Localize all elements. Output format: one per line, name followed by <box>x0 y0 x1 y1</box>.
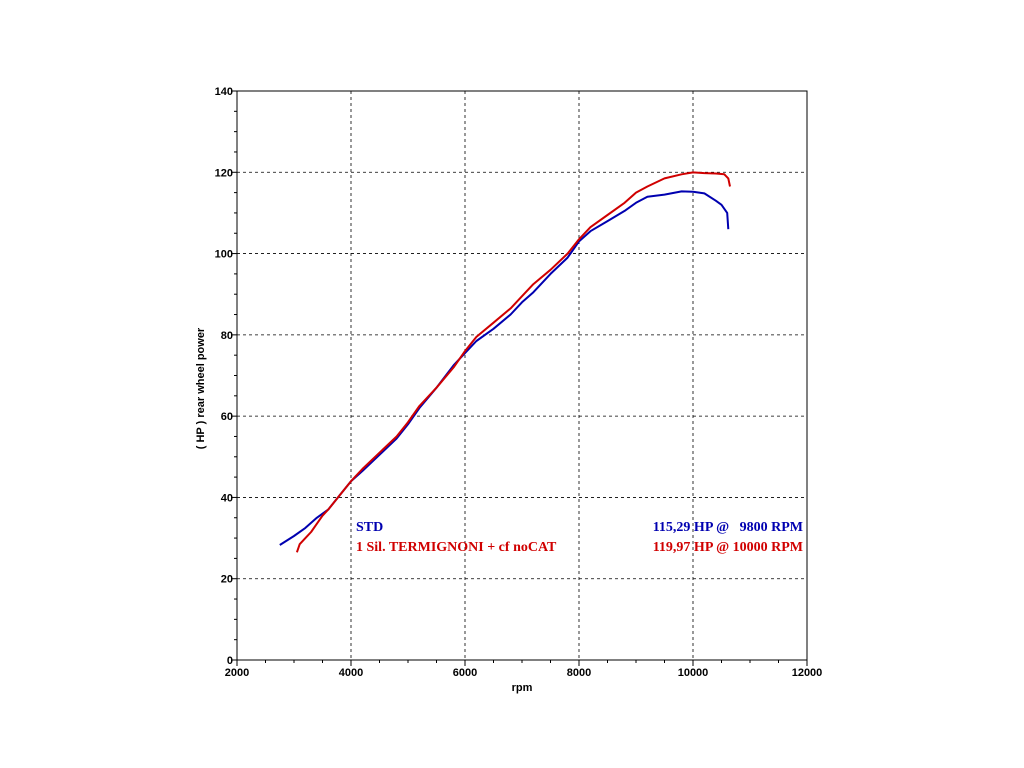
tick-labels: 2000 4000 6000 8000 10000 12000 0 20 40 60 80 100 12… <box>215 86 823 679</box>
legend-peak-termignoni: 119,97 HP @ 10000 RPM <box>653 540 803 555</box>
x-tick-label: 4000 <box>339 667 363 679</box>
x-tick-label: 6000 <box>453 667 477 679</box>
legend-peak-std: 115,29 HP @ 9800 RPM <box>653 520 803 535</box>
legend-name-std: STD <box>356 520 383 535</box>
y-tick-label: 120 <box>215 167 233 179</box>
y-tick-label: 60 <box>221 411 233 423</box>
x-axis-label: rpm <box>512 682 533 694</box>
axis-ticks <box>231 90 808 666</box>
data-series <box>279 171 731 553</box>
grid-lines <box>237 91 807 660</box>
x-tick-label: 8000 <box>567 667 591 679</box>
legend: STD 115,29 HP @ 9800 RPM 1 Sil. TERMIGNO… <box>356 520 803 555</box>
x-tick-label: 10000 <box>678 667 709 679</box>
y-tick-label: 40 <box>221 492 233 504</box>
y-tick-label: 0 <box>227 655 233 667</box>
y-tick-label: 80 <box>221 330 233 342</box>
y-tick-label: 100 <box>215 249 233 261</box>
plot-area <box>236 90 808 661</box>
legend-name-termignoni: 1 Sil. TERMIGNONI + cf noCAT <box>356 540 557 555</box>
x-tick-label: 12000 <box>792 667 823 679</box>
y-tick-label: 20 <box>221 574 233 586</box>
series-line-0 <box>279 190 730 546</box>
y-axis-label: ( HP ) rear wheel power <box>195 327 207 449</box>
y-tick-label: 140 <box>215 86 233 98</box>
series-line-1 <box>295 171 731 553</box>
x-tick-label: 2000 <box>225 667 249 679</box>
